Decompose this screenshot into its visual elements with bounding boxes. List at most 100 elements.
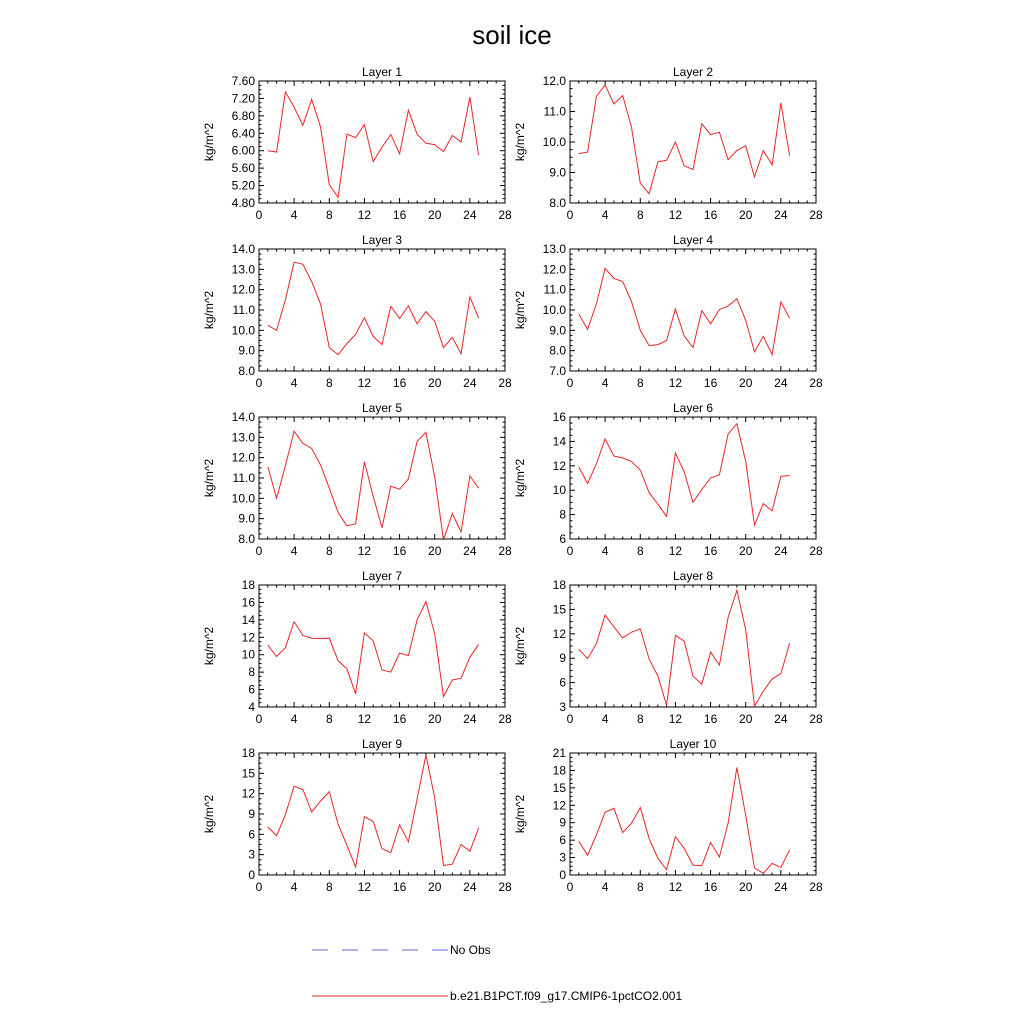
y-tick-label: 16 [242,595,256,609]
series-line [267,430,480,541]
y-tick-label: 5.60 [232,161,256,175]
y-tick-label: 8 [559,508,566,522]
y-tick-label: 12 [553,798,567,812]
series-line [578,767,791,874]
x-tick-label: 8 [637,208,644,222]
y-axis-label: kg/m^2 [513,795,527,834]
x-tick-label: 0 [567,376,574,390]
panel-layer-5: Layer 5 0 4 8 12 16 20 24 28 8.0 9.0 10.0 11.0 12.0 13… [202,401,512,558]
x-tick-label: 28 [809,712,823,726]
y-tick-label: 3 [559,851,566,865]
y-tick-label: 18 [242,578,256,592]
x-tick-label: 0 [256,880,263,894]
x-tick-label: 16 [704,208,718,222]
y-tick-label: 0 [248,868,255,882]
panel-layer-1: Layer 1 0 4 8 12 16 20 24 28 4.80 5.20 5.60 6.00 6.40… [202,65,512,222]
panel-layer-2: Layer 2 0 4 8 12 16 20 24 28 8.0 9.0 10.0 11.0 12.0 kg… [513,65,823,222]
y-tick-label: 3 [248,848,255,862]
y-tick-label: 10.0 [543,135,567,149]
panel-title: Layer 1 [362,65,402,79]
x-tick-label: 4 [602,544,609,558]
x-tick-label: 0 [567,208,574,222]
panel-title: Layer 4 [673,233,713,247]
panel-title: Layer 8 [673,569,713,583]
y-tick-label: 6.00 [232,144,256,158]
x-tick-label: 24 [774,376,788,390]
y-tick-label: 12 [242,630,256,644]
x-tick-label: 16 [704,712,718,726]
figure-title: soil ice [472,20,551,50]
x-tick-label: 8 [637,376,644,390]
series-line [267,600,480,699]
y-tick-label: 8.0 [549,344,566,358]
legend-no-obs-label: No Obs [450,943,491,957]
panel-title: Layer 9 [362,737,402,751]
x-tick-label: 20 [428,544,442,558]
x-tick-label: 4 [602,880,609,894]
x-tick-label: 12 [669,376,683,390]
y-tick-label: 12.0 [543,262,567,276]
x-tick-label: 0 [256,376,263,390]
x-tick-label: 20 [739,376,753,390]
x-tick-label: 20 [739,712,753,726]
x-tick-label: 8 [326,544,333,558]
x-tick-label: 4 [602,208,609,222]
panel-layer-6: Layer 6 0 4 8 12 16 20 24 28 6 8 10 12 14 16 kg/m^2 [513,401,823,558]
y-tick-label: 4 [248,700,255,714]
x-tick-label: 20 [739,880,753,894]
x-tick-label: 24 [774,880,788,894]
y-tick-label: 6 [559,532,566,546]
x-tick-label: 16 [704,880,718,894]
plot-frame [569,584,817,708]
y-tick-label: 12.0 [232,451,256,465]
x-tick-label: 0 [256,544,263,558]
y-tick-label: 9 [559,651,566,665]
x-tick-label: 16 [704,376,718,390]
x-tick-label: 28 [498,880,512,894]
x-tick-label: 20 [428,880,442,894]
y-tick-label: 6 [559,833,566,847]
y-tick-label: 13.0 [232,262,256,276]
plot-frame [569,752,817,876]
y-tick-label: 12 [553,627,567,641]
panel-layer-3: Layer 3 0 4 8 12 16 20 24 28 8.0 9.0 10.0 11.0 12.0 13… [202,233,512,390]
plot-frame [258,80,506,204]
y-tick-label: 9 [559,816,566,830]
y-tick-label: 6.80 [232,109,256,123]
y-tick-label: 18 [553,578,567,592]
y-tick-label: 9.0 [238,512,255,526]
plot-frame [258,752,506,876]
y-tick-label: 11.0 [233,303,256,317]
x-tick-label: 12 [358,880,372,894]
x-tick-label: 16 [393,880,407,894]
legend-model-label: b.e21.B1PCT.f09_g17.CMIP6-1pctCO2.001 [450,989,682,1003]
y-tick-label: 10 [242,648,256,662]
x-tick-label: 20 [428,376,442,390]
y-tick-label: 3 [559,700,566,714]
y-tick-label: 12.0 [232,283,256,297]
panel-title: Layer 2 [673,65,713,79]
x-tick-label: 20 [739,208,753,222]
panel-title: Layer 6 [673,401,713,415]
y-tick-label: 11.0 [233,471,256,485]
series-line [267,90,480,199]
y-tick-label: 14.0 [232,410,256,424]
y-tick-label: 10.0 [232,491,256,505]
y-tick-label: 5.20 [232,179,256,193]
plot-frame [569,80,817,204]
x-tick-label: 4 [291,712,298,726]
y-tick-label: 8.0 [549,196,566,210]
y-axis-label: kg/m^2 [202,291,216,330]
x-tick-label: 28 [809,376,823,390]
plot-frame [258,584,506,708]
series-line [267,261,480,356]
y-tick-label: 18 [553,763,567,777]
panel-title: Layer 10 [670,737,717,751]
x-tick-label: 8 [637,544,644,558]
series-line [578,422,790,527]
panel-layer-10: Layer 10 0 4 8 12 16 20 24 28 0 3 6 9 12 15 18 21 kg/m^2 [513,737,823,894]
x-tick-label: 12 [358,544,372,558]
y-axis-label: kg/m^2 [202,627,216,666]
